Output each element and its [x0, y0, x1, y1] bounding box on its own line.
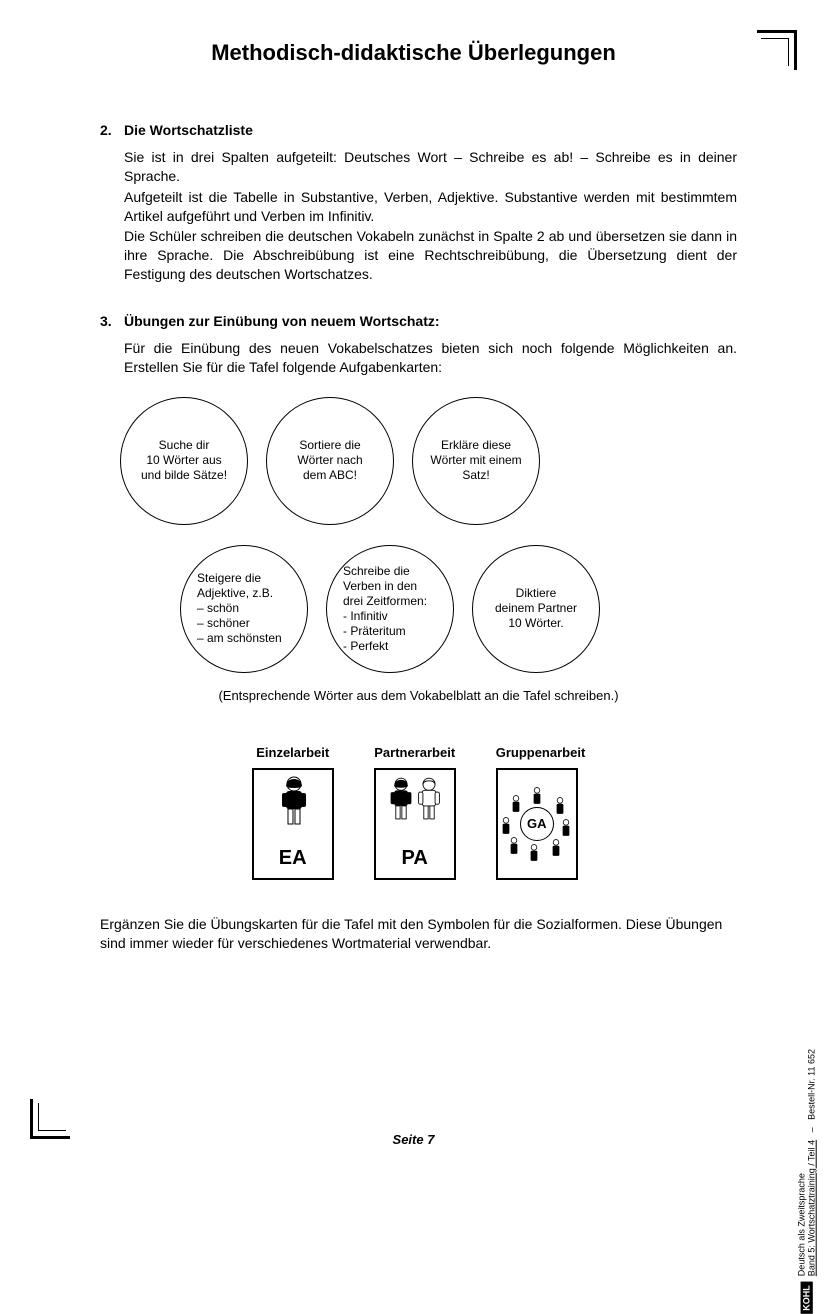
task-circle: Erkläre dieseWörter mit einemSatz!	[412, 397, 540, 525]
circles-note: (Entsprechende Wörter aus dem Vokabelbla…	[100, 687, 737, 705]
mode-label: Gruppenarbeit	[496, 744, 586, 762]
section-title: Die Wortschatzliste	[124, 121, 253, 140]
page-title: Methodisch-didaktische Überlegungen	[60, 40, 767, 66]
publisher-sideinfo: KOHL Deutsch als Zweitsprache Band 5: Wo…	[797, 1049, 817, 1314]
task-text: Suche dir10 Wörter ausund bilde Sätze!	[137, 438, 231, 483]
task-text: Sortiere dieWörter nachdem ABC!	[283, 438, 377, 483]
mode-gruppenarbeit: Gruppenarbeit GA	[496, 744, 586, 880]
task-circle: Sortiere dieWörter nachdem ABC!	[266, 397, 394, 525]
section-number: 2.	[100, 121, 124, 140]
task-circle: Suche dir10 Wörter ausund bilde Sätze!	[120, 397, 248, 525]
task-circle: Steigere dieAdjektive, z.B.– schön– schö…	[180, 545, 308, 673]
closing-paragraph: Ergänzen Sie die Übungskarten für die Ta…	[100, 915, 737, 954]
section-3-heading: 3. Übungen zur Einübung von neuem Wortsc…	[100, 312, 737, 331]
mode-label: Einzelarbeit	[252, 744, 334, 762]
paragraph: Die Schüler schreiben die deutschen Voka…	[124, 227, 737, 284]
task-text: Steigere dieAdjektive, z.B.– schön– schö…	[197, 571, 291, 646]
mode-abbr: PA	[402, 845, 428, 872]
section-2-heading: 2. Die Wortschatzliste	[100, 121, 737, 140]
publisher-logo: KOHL	[801, 1282, 813, 1314]
mode-abbr: EA	[279, 845, 307, 872]
mode-partnerarbeit: Partnerarbeit	[374, 744, 456, 880]
corner-decoration-tr	[747, 30, 797, 80]
mode-card: PA	[374, 768, 456, 880]
task-circle: Schreibe dieVerben in dendrei Zeitformen…	[326, 545, 454, 673]
section-number: 3.	[100, 312, 124, 331]
task-circle: Diktieredeinem Partner10 Wörter.	[472, 545, 600, 673]
mode-card: GA	[496, 768, 578, 880]
page-number: Seite 7	[0, 1132, 827, 1147]
mode-einzelarbeit: Einzelarbeit EA	[252, 744, 334, 880]
paragraph: Sie ist in drei Spalten aufgeteilt: Deut…	[124, 148, 737, 186]
task-text: Schreibe dieVerben in dendrei Zeitformen…	[343, 564, 437, 654]
mode-card: EA	[252, 768, 334, 880]
person-icon	[279, 776, 307, 826]
task-text: Diktieredeinem Partner10 Wörter.	[489, 586, 583, 631]
section-3-intro: Für die Einübung des neuen Vokabelschatz…	[124, 339, 737, 377]
task-circles-row-2: Steigere dieAdjektive, z.B.– schön– schö…	[180, 545, 737, 673]
pair-icon	[388, 776, 442, 822]
paragraph: Aufgeteilt ist die Tabelle in Substantiv…	[124, 188, 737, 226]
order-number: Bestell-Nr. 11 652	[807, 1049, 817, 1120]
paragraph: Für die Einübung des neuen Vokabelschatz…	[124, 339, 737, 377]
section-2-body: Sie ist in drei Spalten aufgeteilt: Deut…	[124, 148, 737, 284]
mode-abbr: GA	[520, 807, 554, 841]
group-icon: GA	[502, 789, 572, 859]
side-line1: Deutsch als Zweitsprache	[797, 1173, 807, 1276]
section-title: Übungen zur Einübung von neuem Wortschat…	[124, 312, 440, 331]
task-text: Erkläre dieseWörter mit einemSatz!	[429, 438, 523, 483]
mode-label: Partnerarbeit	[374, 744, 456, 762]
work-modes-row: Einzelarbeit EA	[100, 744, 737, 880]
task-circles-row-1: Suche dir10 Wörter ausund bilde Sätze! S…	[120, 397, 737, 525]
